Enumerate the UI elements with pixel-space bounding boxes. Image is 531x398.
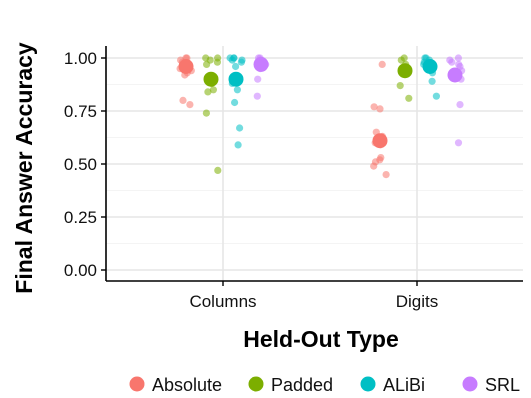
y-tick-label: 0.25: [64, 208, 97, 227]
data-point-alibi: [432, 92, 440, 100]
data-point-padded: [203, 60, 211, 68]
data-point-srl: [253, 92, 261, 100]
data-point-absolute: [370, 162, 378, 170]
legend-label: Padded: [271, 375, 333, 395]
data-point-alibi: [236, 124, 244, 132]
mean-point-alibi: [228, 71, 244, 87]
legend-key: [248, 376, 264, 392]
x-axis-title: Held-Out Type: [243, 326, 398, 352]
mean-points: [178, 56, 463, 149]
legend-key: [129, 376, 145, 392]
axes: 0.00 0.25 0.50 0.75 1.00 Columns Digits: [64, 46, 523, 311]
legend-item-srl: SRL: [462, 375, 520, 395]
data-point-padded: [202, 109, 210, 117]
data-point-alibi: [233, 86, 241, 94]
data-point-srl: [454, 139, 463, 147]
data-point-padded: [209, 86, 217, 94]
data-point-alibi: [237, 58, 245, 66]
mean-point-srl: [447, 67, 463, 83]
legend-item-alibi: ALiBi: [360, 375, 425, 395]
data-point-alibi: [231, 98, 239, 107]
data-point-padded: [213, 58, 221, 66]
y-axis-title: Final Answer Accuracy: [11, 42, 37, 294]
data-point-padded: [397, 56, 405, 64]
data-point-alibi: [428, 77, 436, 85]
legend-key: [462, 376, 478, 392]
mean-point-absolute: [178, 59, 194, 74]
y-tick-label: 0.00: [64, 261, 97, 280]
data-point-srl: [254, 75, 262, 83]
data-point-padded: [396, 82, 404, 90]
legend: Absolute Padded ALiBi SRL: [129, 375, 520, 395]
mean-point-srl: [253, 56, 269, 72]
data-point-padded: [214, 166, 222, 174]
legend-item-padded: Padded: [248, 375, 333, 395]
data-point-absolute: [382, 171, 390, 179]
legend-label: Absolute: [152, 375, 222, 395]
y-tick-label: 0.75: [64, 102, 97, 121]
data-point-absolute: [378, 60, 386, 68]
mean-point-alibi: [422, 59, 438, 74]
data-point-srl: [448, 58, 456, 66]
data-point-srl: [456, 101, 464, 109]
data-point-srl: [454, 54, 462, 62]
data-point-absolute: [179, 96, 187, 104]
legend-key: [360, 376, 376, 392]
legend-item-absolute: Absolute: [129, 375, 222, 395]
grid: [106, 46, 523, 281]
x-tick-label: Digits: [396, 292, 439, 311]
data-point-padded: [405, 94, 413, 102]
mean-point-padded: [203, 71, 219, 87]
mean-point-padded: [397, 63, 413, 79]
legend-label: ALiBi: [383, 375, 425, 395]
mean-point-absolute: [372, 133, 388, 149]
data-point-alibi: [228, 56, 236, 64]
x-tick-label: Columns: [189, 292, 256, 311]
data-point-absolute: [376, 105, 384, 113]
data-point-absolute: [186, 101, 194, 109]
legend-label: SRL: [485, 375, 520, 395]
data-point-alibi: [234, 141, 242, 149]
data-point-alibi: [232, 62, 240, 71]
data-points: [176, 54, 466, 179]
y-tick-label: 1.00: [64, 49, 97, 68]
data-point-padded: [204, 88, 212, 96]
y-tick-label: 0.50: [64, 155, 97, 174]
data-point-absolute: [370, 103, 378, 111]
